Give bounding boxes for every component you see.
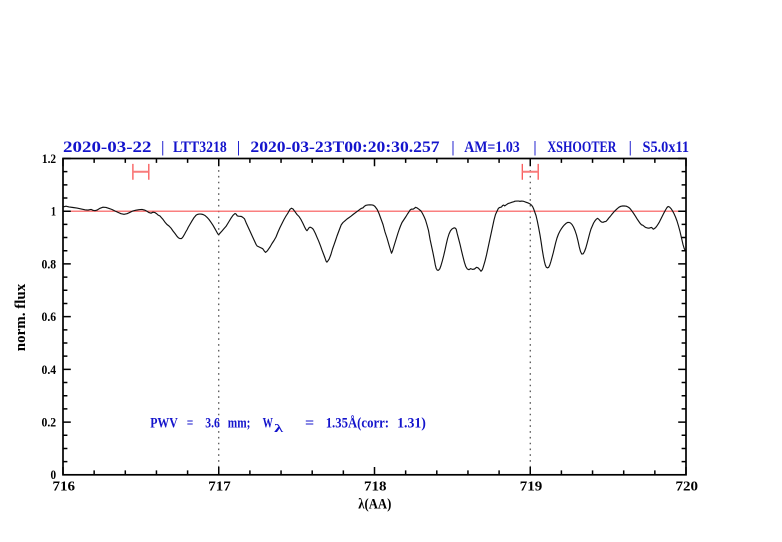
svg-text:1.35Å(corr:: 1.35Å(corr: <box>326 415 389 431</box>
svg-text:3.6: 3.6 <box>205 415 220 431</box>
svg-text:=: = <box>187 415 194 431</box>
svg-text:2020-03-22: 2020-03-22 <box>63 137 152 156</box>
svg-text:=: = <box>305 415 314 431</box>
svg-text:0.4: 0.4 <box>42 363 57 377</box>
svg-text:XSHOOTER: XSHOOTER <box>547 137 616 156</box>
svg-text:1.31): 1.31) <box>397 415 426 431</box>
svg-text:LTT3218: LTT3218 <box>173 137 227 156</box>
svg-text:0.2: 0.2 <box>42 416 57 430</box>
svg-text:|: | <box>534 137 537 156</box>
svg-text:718: 718 <box>364 480 387 495</box>
svg-text:717: 717 <box>208 480 231 495</box>
svg-text:norm. flux: norm. flux <box>13 283 29 351</box>
svg-text:1: 1 <box>51 205 56 219</box>
svg-text:720: 720 <box>676 480 699 495</box>
svg-text:|: | <box>629 137 632 156</box>
svg-text:W: W <box>263 415 273 431</box>
svg-text:0: 0 <box>51 468 57 482</box>
svg-text:AM=1.03: AM=1.03 <box>464 137 520 156</box>
svg-text:mm;: mm; <box>228 415 251 431</box>
svg-text:0.6: 0.6 <box>42 310 57 324</box>
svg-text:|: | <box>452 137 455 156</box>
svg-text:λ(AA): λ(AA) <box>358 497 391 513</box>
svg-text:PWV: PWV <box>150 415 178 431</box>
svg-text:0.8: 0.8 <box>42 257 57 271</box>
svg-text:λ: λ <box>274 423 284 435</box>
svg-text:S5.0x11: S5.0x11 <box>643 137 690 156</box>
svg-text:2020-03-23T00:20:30.257: 2020-03-23T00:20:30.257 <box>250 137 439 156</box>
svg-text:716: 716 <box>53 480 76 495</box>
svg-text:1.2: 1.2 <box>42 152 56 166</box>
svg-text:|: | <box>161 137 164 156</box>
svg-text:719: 719 <box>520 480 543 495</box>
svg-text:|: | <box>237 137 240 156</box>
